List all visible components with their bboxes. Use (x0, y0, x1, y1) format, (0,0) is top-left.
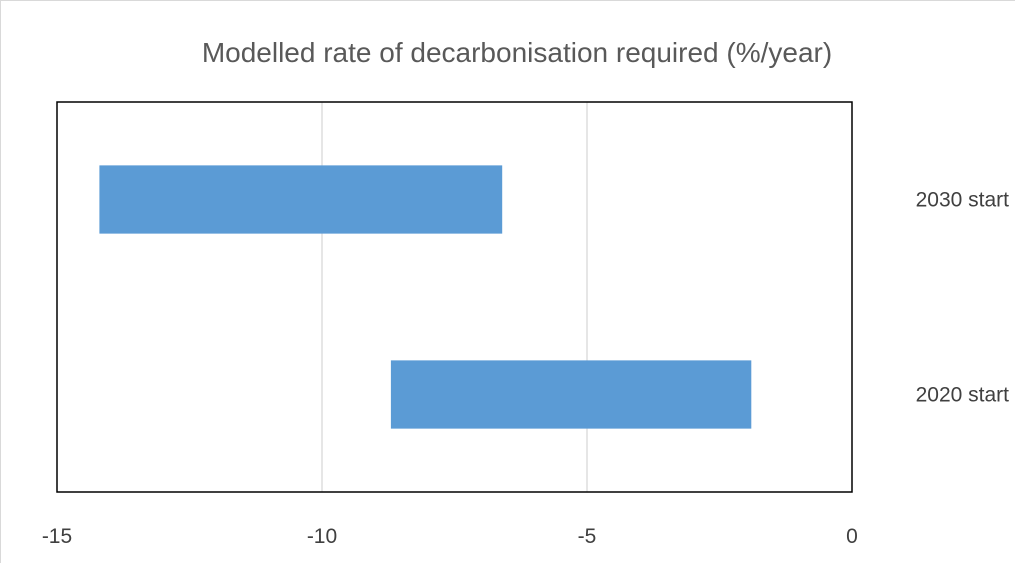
x-tick-label: 0 (846, 525, 858, 548)
bar-1 (99, 165, 503, 234)
chart-title: Modelled rate of decarbonisation require… (202, 37, 832, 68)
x-tick-label: -5 (578, 525, 597, 548)
category-labels: 2030 start 2020 start (916, 189, 1010, 407)
x-tick-label: -15 (42, 525, 72, 548)
plot-frame (56, 101, 853, 493)
category-label: 2030 start (916, 189, 1010, 212)
gridlines (321, 102, 588, 492)
category-label: 2020 start (916, 384, 1010, 407)
bars (99, 165, 752, 429)
x-tick-label: -10 (307, 525, 337, 548)
bar-2 (390, 360, 752, 429)
x-axis-ticks: -15 -10 -5 0 (42, 525, 858, 548)
